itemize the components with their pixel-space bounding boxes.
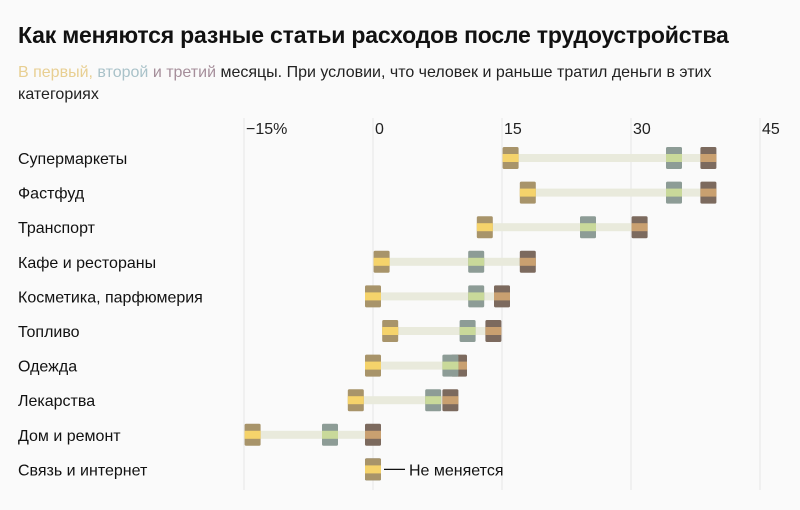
money-icon-third-month (365, 423, 381, 446)
range-bar (527, 188, 709, 197)
range-bar (373, 292, 502, 301)
money-icon-first-month (519, 181, 536, 204)
range-bar (484, 223, 640, 232)
category-label: Транспорт (18, 220, 96, 237)
category-label: Кафе и рестораны (18, 255, 156, 272)
range-bar (355, 396, 451, 405)
money-icon-second-month (459, 320, 476, 342)
category-label: Супермаркеты (18, 151, 127, 168)
x-tick-label: 15 (504, 121, 522, 138)
money-icon-band (468, 257, 485, 266)
money-icon-first-month (502, 147, 519, 169)
range-bar (252, 430, 373, 439)
category-label: Лекарства (18, 393, 95, 410)
legend-rest: месяцы. При условии, что человек и раньш… (18, 64, 712, 103)
money-icon-band (425, 396, 442, 405)
money-icon-second-month (468, 250, 485, 273)
money-icon-band (519, 188, 536, 197)
annotation-label: Не меняется (409, 462, 503, 479)
money-icon-second-month (666, 181, 682, 204)
category-label: Фастфуд (18, 186, 85, 203)
money-icon-second-month (442, 354, 459, 377)
money-icon-second-month (580, 216, 596, 239)
money-icon-band (502, 154, 519, 162)
category-label: Косметика, парфюмерия (18, 289, 203, 306)
money-icon-first-month (244, 423, 261, 446)
money-icon-band (244, 430, 261, 439)
money-icon-first-month (373, 250, 390, 273)
money-icon-third-month (485, 320, 502, 342)
range-bar (390, 327, 494, 335)
money-icon-band (373, 257, 390, 266)
money-icon-third-month (631, 216, 648, 239)
money-icon-second-month (468, 285, 485, 308)
money-icon-band (700, 154, 717, 162)
money-icon-third-month (442, 389, 459, 412)
money-icon-third-month (700, 181, 717, 204)
legend-first: В первый, (18, 64, 93, 81)
money-icon-first-month (476, 216, 493, 239)
x-tick-label: −15% (246, 121, 287, 138)
money-icon-band (476, 223, 493, 232)
chart-title: Как меняются разные статьи расходов посл… (18, 22, 729, 48)
money-icon-band (519, 257, 536, 266)
money-icon-second-month (322, 423, 338, 446)
money-icon-first-month (365, 354, 381, 377)
money-icon-third-month (519, 250, 536, 273)
money-icon-band (700, 188, 717, 197)
money-icon-band (666, 154, 682, 162)
category-label: Связь и интернет (18, 462, 148, 479)
money-icon-third-month (494, 285, 510, 308)
category-label: Топливо (18, 324, 80, 341)
money-icon-second-month (425, 389, 442, 412)
money-icon-band (322, 430, 338, 439)
money-icon-first-month (365, 285, 381, 308)
money-icon-band (365, 465, 381, 474)
legend-third: третий (166, 64, 216, 81)
money-icon-band (442, 361, 459, 370)
money-icon-band (442, 396, 459, 405)
range-bar (381, 257, 528, 266)
money-icon-band (459, 327, 476, 335)
money-icon-band (494, 292, 510, 301)
money-icon-band (347, 396, 364, 405)
money-icon-band (365, 292, 381, 301)
money-icon-first-month (347, 389, 364, 412)
money-icon-band (365, 361, 381, 370)
legend: В первый, второй и третий месяцы. При ус… (18, 62, 778, 106)
money-icon-first-month (382, 320, 399, 342)
money-icon-band (382, 327, 399, 335)
money-icon-band (451, 361, 467, 370)
range-bar (510, 154, 709, 162)
category-label: Одежда (18, 359, 77, 376)
money-icon-band (468, 292, 485, 301)
range-bar (373, 361, 459, 370)
legend-second: второй (97, 64, 149, 81)
money-icon-second-month (666, 147, 682, 169)
money-icon-band (485, 327, 502, 335)
money-icon-first-month (365, 458, 381, 481)
category-label: Дом и ремонт (18, 428, 121, 445)
x-tick-label: 45 (762, 121, 780, 138)
money-icon-third-month (700, 147, 717, 169)
x-tick-label: 0 (375, 121, 384, 138)
money-icon-band (631, 223, 648, 232)
money-icon-band (580, 223, 596, 232)
x-tick-label: 30 (633, 121, 651, 138)
money-icon-band (365, 430, 381, 439)
money-icon-band (666, 188, 682, 197)
legend-and: и (152, 64, 162, 81)
